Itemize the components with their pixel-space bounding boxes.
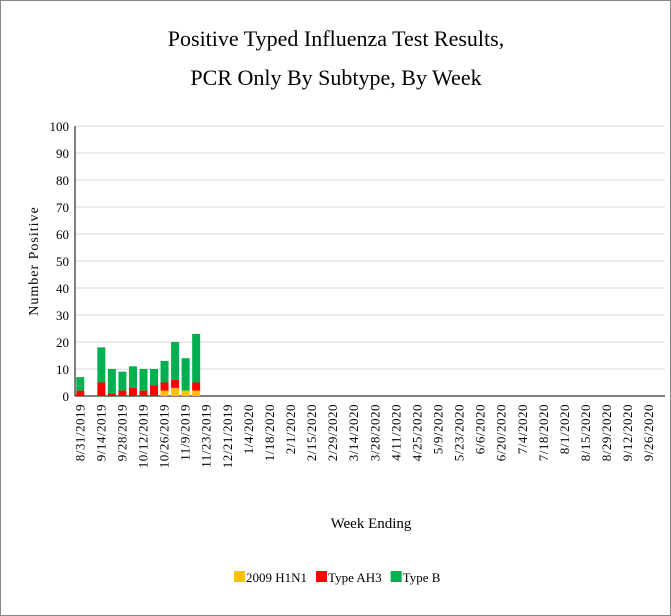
bar-segment: [128, 366, 137, 388]
bar-segment: [181, 358, 190, 391]
bar-segment: [171, 387, 180, 396]
x-axis-label: Week Ending: [331, 516, 412, 532]
y-tick-label: 80: [56, 173, 69, 188]
x-tick-label: 1/18/2020: [262, 404, 277, 461]
x-tick-label: 10/12/2019: [135, 404, 150, 468]
bar-segment: [192, 333, 201, 383]
x-tick-label: 9/28/2019: [114, 404, 129, 461]
x-tick-label: 9/12/2020: [620, 404, 635, 461]
x-tick-label: 3/14/2020: [346, 404, 361, 461]
x-tick-label: 4/25/2020: [409, 404, 424, 461]
bar-segment: [171, 379, 180, 388]
bar-segment: [171, 342, 180, 380]
bar-segment: [76, 377, 85, 391]
x-tick-label: 8/15/2020: [578, 404, 593, 461]
x-tick-label: 10/26/2019: [157, 404, 172, 468]
x-tick-label: 1/4/2020: [241, 404, 256, 454]
x-tick-label: 2/15/2020: [304, 404, 319, 461]
bar-segment: [160, 390, 169, 396]
bar-segment: [118, 371, 127, 391]
bar-segment: [76, 390, 85, 396]
x-tick-label: 2/29/2020: [325, 404, 340, 461]
bar-segment: [107, 393, 116, 396]
bar-segment: [139, 369, 148, 391]
x-tick-label: 2/1/2020: [283, 404, 298, 454]
bar-segment: [118, 390, 127, 396]
x-tick-label: 11/23/2019: [199, 404, 214, 468]
y-tick-label: 20: [56, 335, 69, 350]
bar-segment: [181, 390, 190, 396]
y-tick-label: 40: [56, 281, 69, 296]
x-tick-label: 12/21/2019: [220, 404, 235, 468]
x-tick-label: 4/11/2020: [388, 404, 403, 461]
legend-label: Type AH3: [328, 570, 382, 585]
y-tick-label: 90: [56, 146, 69, 161]
x-tick-label: 8/29/2020: [599, 404, 614, 461]
legend-label: 2009 H1N1: [246, 570, 307, 585]
legend-swatch: [316, 571, 328, 582]
x-tick-label: 5/23/2020: [452, 404, 467, 461]
x-tick-label: 7/18/2020: [536, 404, 551, 461]
y-tick-label: 10: [56, 362, 69, 377]
y-tick-label: 100: [50, 119, 70, 134]
x-tick-label: 11/9/2019: [178, 404, 193, 461]
bar-segment: [160, 360, 169, 383]
legend-swatch: [234, 571, 245, 582]
bar-segment: [160, 382, 169, 391]
bar-segment: [139, 390, 148, 396]
x-tick-label: 8/31/2019: [72, 404, 87, 461]
bar-segment: [150, 369, 159, 386]
y-axis-label: Number Positive: [27, 206, 42, 316]
y-tick-label: 30: [56, 308, 69, 323]
x-tick-label: 5/9/2020: [430, 404, 445, 454]
x-tick-label: 6/6/2020: [473, 404, 488, 454]
x-tick-label: 9/14/2019: [93, 404, 108, 461]
legend-swatch: [390, 571, 402, 582]
bar-segment: [192, 390, 201, 396]
bar-segment: [97, 347, 106, 383]
bar-segment: [107, 369, 116, 394]
x-tick-label: 8/1/2020: [557, 404, 572, 454]
y-tick-label: 70: [56, 200, 69, 215]
x-tick-label: 6/20/2020: [494, 404, 509, 461]
bar-segment: [128, 387, 137, 396]
legend-label: Type B: [403, 570, 441, 585]
y-tick-label: 50: [56, 254, 69, 269]
y-tick-label: 60: [56, 227, 69, 242]
chart-title: Positive Typed Influenza Test Results,: [168, 26, 504, 51]
y-tick-label: 0: [63, 389, 70, 404]
bar-segment: [97, 382, 106, 396]
x-tick-label: 7/4/2020: [515, 404, 530, 454]
x-tick-label: 9/26/2020: [641, 404, 656, 461]
x-tick-label: 3/28/2020: [367, 404, 382, 461]
bar-segment: [150, 385, 159, 396]
chart-title: PCR Only By Subtype, By Week: [190, 65, 481, 90]
bar-segment: [192, 382, 201, 391]
